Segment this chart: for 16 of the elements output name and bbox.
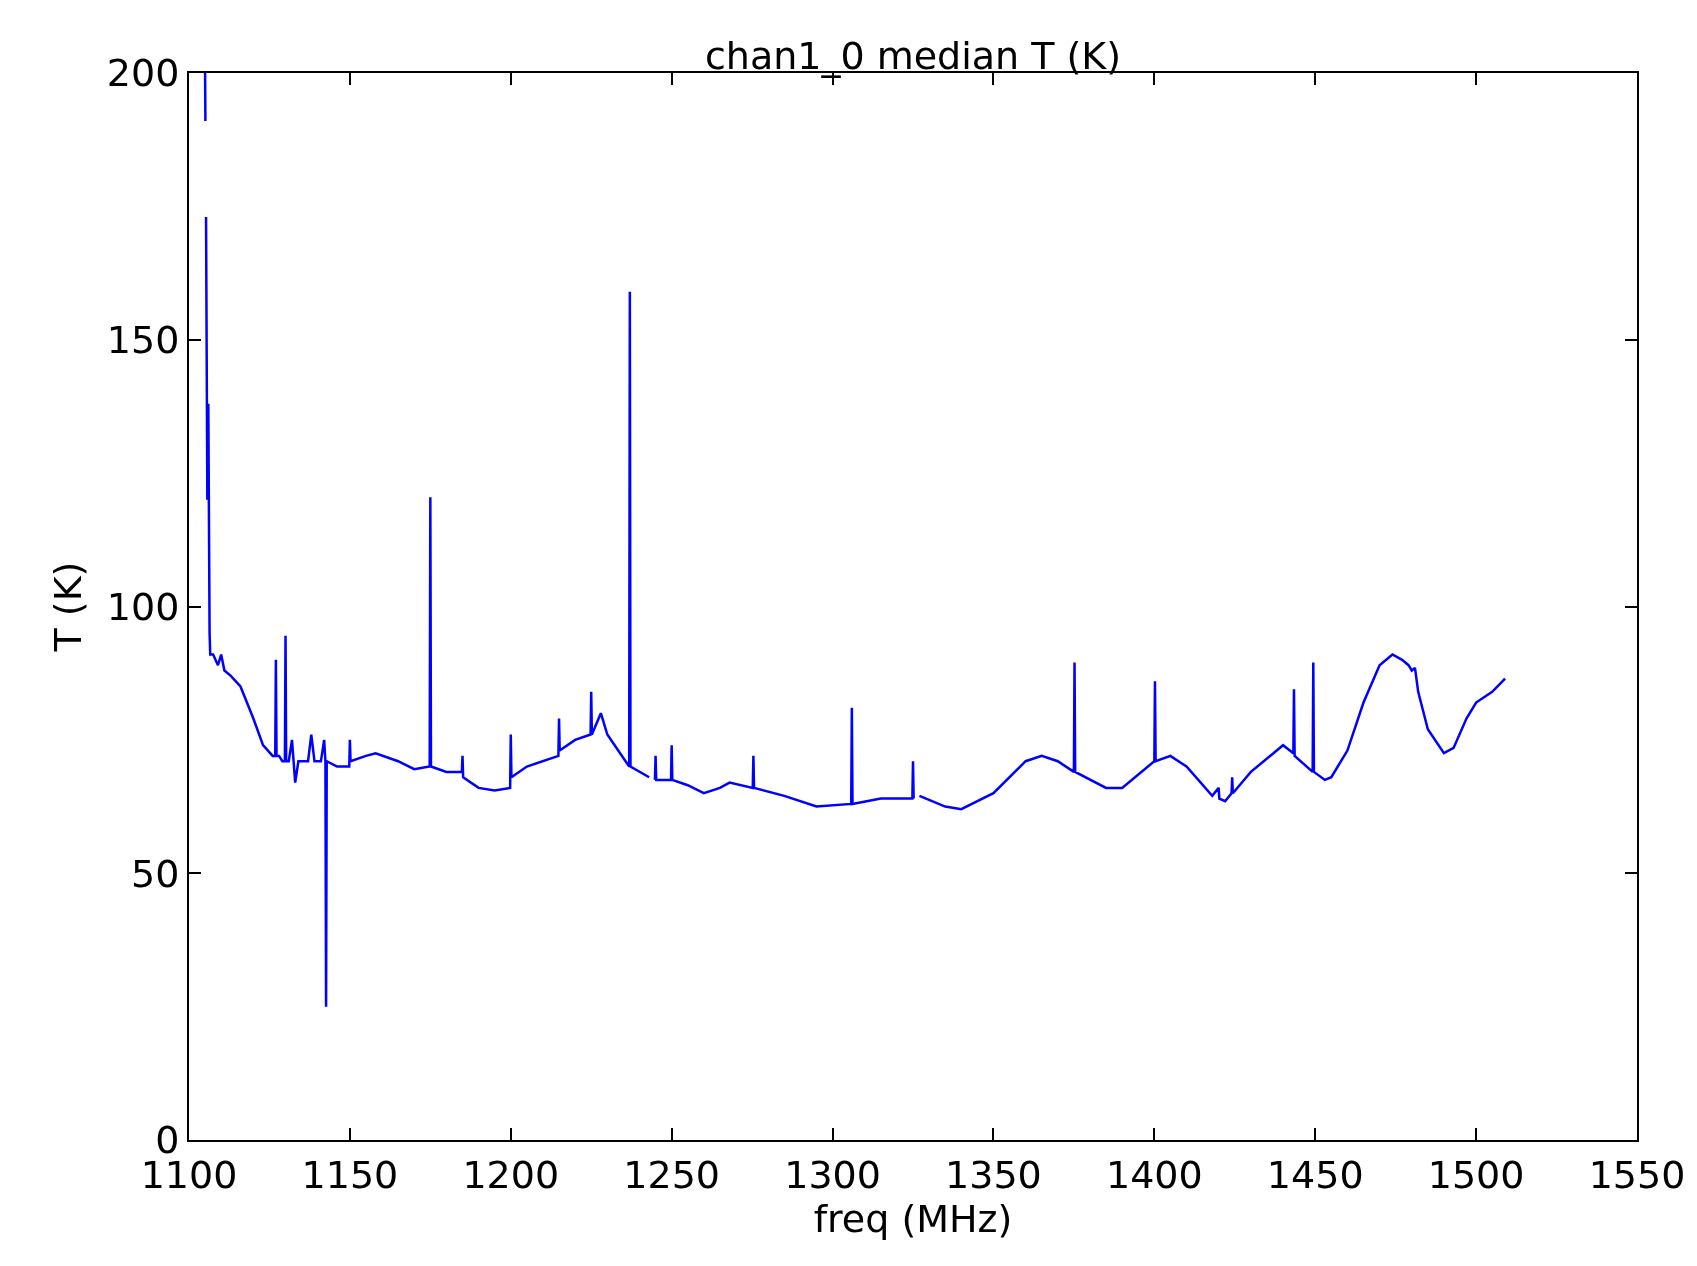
x-tick-label: 1400	[1105, 1152, 1203, 1197]
y-axis-title: T (K)	[45, 561, 90, 653]
x-tick-label: 1150	[301, 1152, 399, 1197]
x-tick-label: 1250	[623, 1152, 721, 1197]
x-tick-label: 1200	[462, 1152, 560, 1197]
y-tick-label: 100	[106, 584, 180, 629]
y-tick-label: 200	[106, 51, 180, 96]
x-tick-label: 1450	[1266, 1152, 1364, 1197]
x-tick-label: 1300	[784, 1152, 881, 1197]
x-tick-label: 1550	[1588, 1152, 1686, 1197]
chart-title: chan1_0 median T (K)	[704, 34, 1122, 78]
x-tick-label: 1350	[945, 1152, 1042, 1197]
x-tick-label: 1500	[1427, 1152, 1525, 1197]
y-tick-label: 50	[131, 851, 180, 896]
x-axis-title: freq (MHz)	[813, 1196, 1013, 1241]
y-tick-label: 150	[106, 318, 180, 363]
